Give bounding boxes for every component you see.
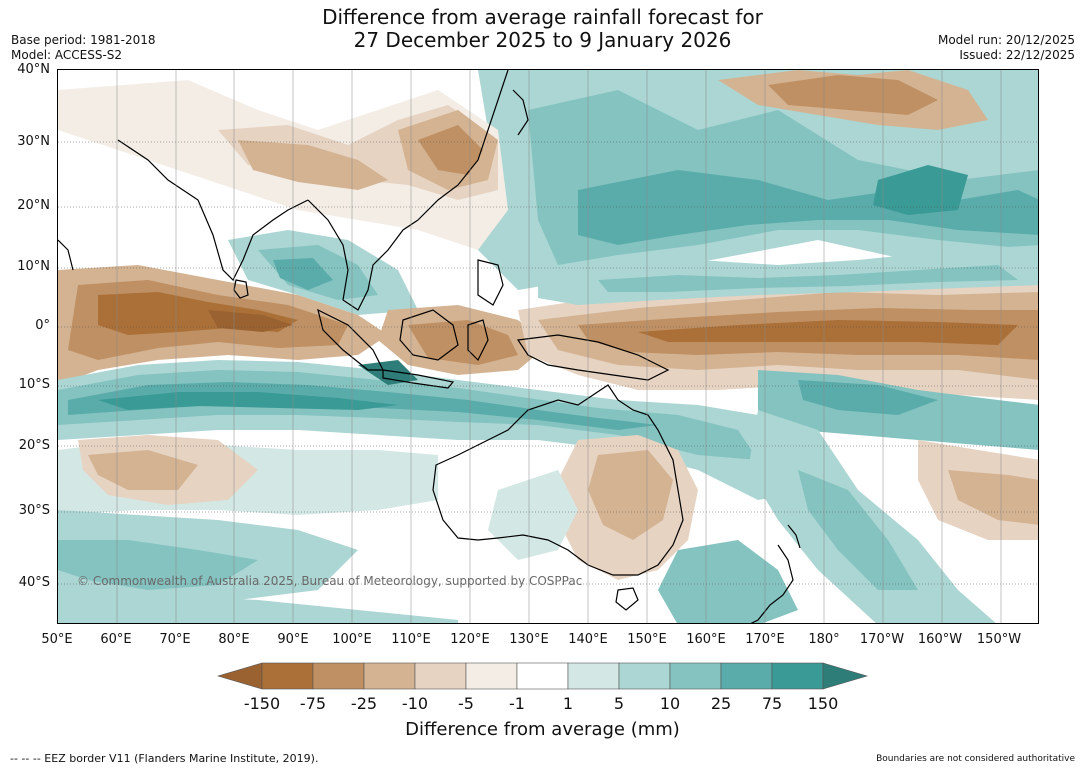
anomaly-region [798,470,918,590]
lat-label: 0° [35,318,50,333]
anomaly-region [418,125,483,175]
colorbar-segment [567,662,620,690]
anomaly-region [598,265,1018,292]
colorbar-tick: -1 [509,694,525,713]
colorbar-tick: -25 [350,694,378,713]
colorbar-tick: -75 [299,694,327,713]
lon-label: 130°E [509,632,549,647]
lon-label: 160°W [917,632,963,647]
lon-label: 110°E [391,632,431,647]
colorbar-segment [618,662,671,690]
anomaly-region [638,320,1018,345]
lon-label: 80°E [218,632,250,647]
lat-label: 30°S [18,503,50,518]
anomaly-region [358,360,418,385]
anomaly-region [88,450,198,490]
colorbar-segment [414,662,467,690]
lon-label: 100°E [332,632,372,647]
lon-label: 120°E [450,632,490,647]
colorbar-title: Difference from average (mm) [405,719,680,740]
anomaly-region [588,450,673,540]
lon-label: 170°E [745,632,785,647]
lon-label: 170°W [859,632,905,647]
colorbar-tick: 150 [807,694,839,713]
anomaly-region [208,310,293,332]
anomaly-region [948,470,1038,525]
anomaly-region [768,75,938,115]
issued-text: Issued: 22/12/2025 [959,48,1075,62]
anomaly-region [798,380,938,415]
lat-label: 20°S [18,438,50,453]
lat-label: 30°N [17,134,50,149]
anomaly-region [238,140,388,190]
colorbar-tick: 1 [562,694,574,713]
colorbar-segment [312,662,365,690]
rainfall-anomaly-map [57,69,1039,624]
map-title-line-1: Difference from average rainfall forecas… [322,5,763,29]
anomaly-region [748,410,996,623]
colorbar-tick: -5 [458,694,474,713]
colorbar-segment [669,662,722,690]
eez-border-note: -- -- -- EEZ border V11 (Flanders Marine… [10,752,319,765]
colorbar-segment [720,662,773,690]
lat-label: 40°S [18,575,50,590]
lon-label: 60°E [100,632,132,647]
anomaly-region [873,165,968,215]
anomaly-region [408,320,518,365]
colorbar-tick: 25 [710,694,732,713]
lon-label: 160°E [686,632,726,647]
colorbar-tick: 75 [761,694,783,713]
colorbar-tick: -10 [401,694,429,713]
lat-label: 10°S [18,377,50,392]
lat-label: 10°N [17,259,50,274]
colorbar-extend-min [216,662,263,690]
anomaly-region [58,540,258,590]
colorbar [216,662,869,690]
base-period-text: Base period: 1981-2018 [11,33,156,47]
colorbar-tick: -150 [243,694,281,713]
lon-label: 70°E [159,632,191,647]
anomaly-region [578,170,1038,245]
anomaly-region [658,540,798,623]
lon-label: 150°E [627,632,667,647]
colorbar-segment [771,662,824,690]
map-title-line-2: 27 December 2025 to 9 January 2026 [353,28,732,52]
model-text: Model: ACCESS-S2 [11,48,123,62]
lon-label: 50°E [41,632,73,647]
lat-label: 20°N [17,198,50,213]
colorbar-tick: 10 [659,694,681,713]
model-run-text: Model run: 20/12/2025 [937,33,1075,47]
anomaly-region [58,580,458,623]
colorbar-segment [465,662,518,690]
anomaly-region [273,258,333,290]
copyright-notice: © Commonwealth of Australia 2025, Bureau… [77,574,583,588]
colorbar-segment [516,662,569,690]
colorbar-segment [261,662,314,690]
lon-label: 180° [808,632,840,647]
colorbar-extend-max [822,662,869,690]
anomaly-region [488,470,578,560]
boundaries-disclaimer: Boundaries are not considered authoritat… [876,754,1075,764]
coastlines [58,70,801,623]
lon-label: 140°E [568,632,608,647]
colorbar-segment [363,662,416,690]
lon-label: 150°W [976,632,1022,647]
map-canvas [58,70,1038,623]
meridians [116,70,1002,623]
lon-label: 90°E [277,632,309,647]
colorbar-tick: 5 [613,694,625,713]
lat-label: 40°N [17,62,50,77]
anomaly-region [98,392,398,410]
